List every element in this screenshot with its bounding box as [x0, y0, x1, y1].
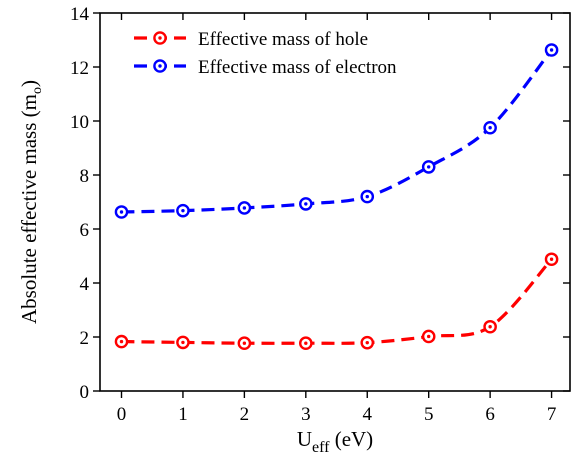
x-tick-label: 3	[301, 404, 311, 425]
x-axis-title-sub: eff	[312, 439, 330, 456]
y-tick-label: 2	[80, 328, 90, 349]
data-point-electron-center	[242, 206, 247, 210]
data-point-electron-center	[365, 194, 369, 199]
x-tick-label: 1	[178, 404, 188, 425]
data-point-electron-center	[119, 210, 124, 214]
legend-marker-electron-center	[158, 64, 162, 68]
x-tick-label: 0	[117, 404, 127, 425]
legend-item-electron: Effective mass of electron	[134, 57, 397, 78]
data-point-hole-center	[119, 339, 124, 344]
x-axis-title-suffix: (eV)	[329, 427, 373, 451]
data-point-hole-center	[488, 325, 492, 329]
data-point-hole-center	[181, 340, 185, 345]
legend-marker-hole-center	[158, 36, 162, 40]
x-axis-title: Ueff (eV)	[297, 427, 373, 456]
y-axis-title-sub: o	[30, 87, 45, 94]
plot-frame	[99, 12, 571, 392]
legend-item-hole: Effective mass of hole	[134, 29, 368, 50]
legend: Effective mass of hole Effective mass of …	[134, 29, 397, 78]
x-tick-label: 4	[363, 404, 373, 425]
series-layer	[114, 43, 559, 351]
series-electron	[114, 43, 559, 219]
x-tick-label: 7	[547, 404, 557, 425]
data-point-hole-center	[304, 341, 308, 345]
data-point-hole-center	[549, 257, 554, 261]
legend-label-electron: Effective mass of electron	[198, 57, 397, 78]
data-point-hole-center	[242, 341, 247, 345]
data-point-hole-center	[426, 334, 431, 339]
y-tick-label: 0	[80, 382, 90, 403]
x-axis-title-main: U	[297, 427, 312, 451]
data-point-electron-center	[181, 208, 185, 213]
y-axis-title-suffix: )	[17, 80, 41, 87]
y-tick-label: 6	[80, 220, 90, 241]
data-point-electron-center	[304, 202, 308, 206]
data-point-electron-center	[426, 165, 431, 169]
y-tick-label: 10	[70, 112, 89, 133]
data-point-electron-center	[488, 126, 492, 130]
x-tick-label: 2	[240, 404, 250, 425]
y-tick-label: 4	[80, 274, 90, 295]
y-axis-title-main: Absolute effective mass (m	[17, 94, 41, 324]
x-tick-label: 6	[485, 404, 495, 425]
legend-label-hole: Effective mass of hole	[198, 29, 368, 50]
y-tick-label: 12	[70, 58, 89, 79]
data-point-hole-center	[365, 340, 369, 345]
y-tick-label: 8	[80, 166, 90, 187]
data-point-electron-center	[549, 48, 554, 52]
series-hole	[114, 252, 559, 351]
y-tick-label: 14	[70, 4, 90, 25]
x-tick-label: 5	[424, 404, 434, 425]
y-axis-title: Absolute effective mass (mo)	[17, 80, 45, 324]
